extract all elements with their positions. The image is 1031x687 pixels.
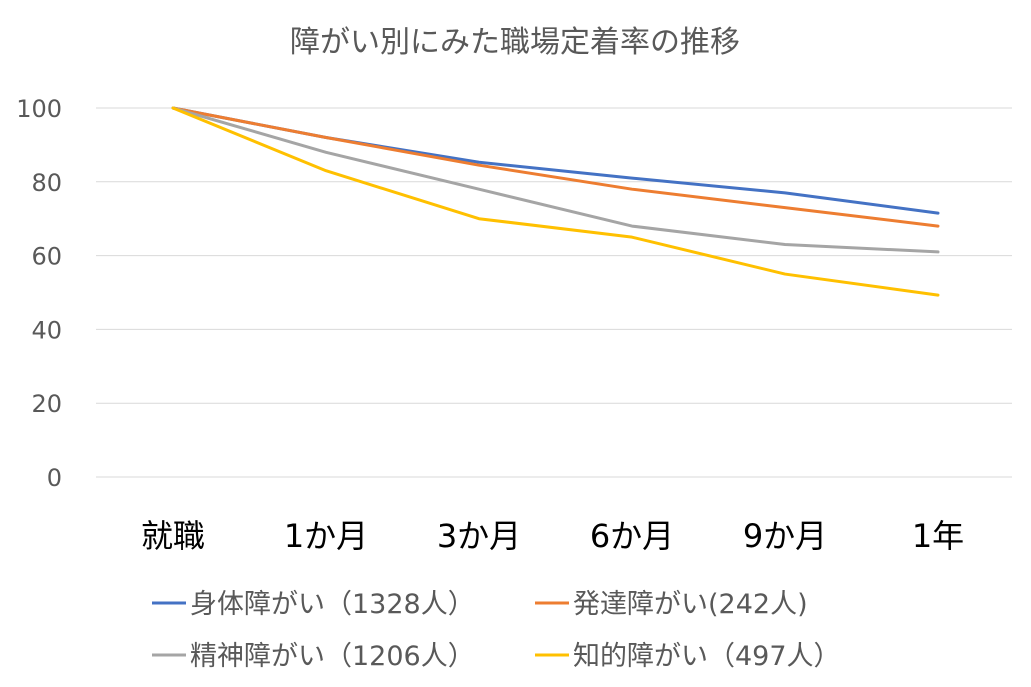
x-axis-ticks: 就職 1か月 3か月 6か月 9か月 1年 [141,517,964,555]
series-line-2 [171,106,940,228]
x-tick-label: 就職 [141,517,205,555]
y-tick-label: 80 [31,169,62,197]
chart-title: 障がい別にみた職場定着率の推移 [290,25,740,60]
x-tick-label: 3か月 [437,517,521,555]
series-line-3 [171,106,940,254]
series-lines [171,106,940,297]
x-tick-label: 9か月 [743,517,827,555]
series-line-4 [171,106,940,297]
series-line-1 [171,106,940,215]
legend-label: 発達障がい(242人) [573,589,808,620]
y-tick-label: 40 [31,316,62,344]
y-axis-ticks: 0 20 40 60 80 100 [16,95,62,492]
legend-item: 精神障がい（1206人） [152,641,475,672]
y-tick-label: 100 [16,95,62,123]
y-tick-label: 20 [31,390,62,418]
legend: 身体障がい（1328人） 発達障がい(242人) 精神障がい（1206人） 知的障がい… [152,589,841,672]
x-tick-label: 1年 [912,517,964,555]
gridlines [96,107,1012,478]
legend-item: 知的障がい（497人） [535,641,841,672]
legend-label: 精神障がい（1206人） [190,641,475,672]
y-tick-label: 60 [31,243,62,271]
x-tick-label: 6か月 [590,517,674,555]
legend-label: 身体障がい（1328人） [190,589,475,620]
legend-item: 発達障がい(242人) [535,589,808,620]
legend-label: 知的障がい（497人） [573,641,841,672]
y-tick-label: 0 [47,464,62,492]
x-tick-label: 1か月 [284,517,368,555]
legend-item: 身体障がい（1328人） [152,589,475,620]
